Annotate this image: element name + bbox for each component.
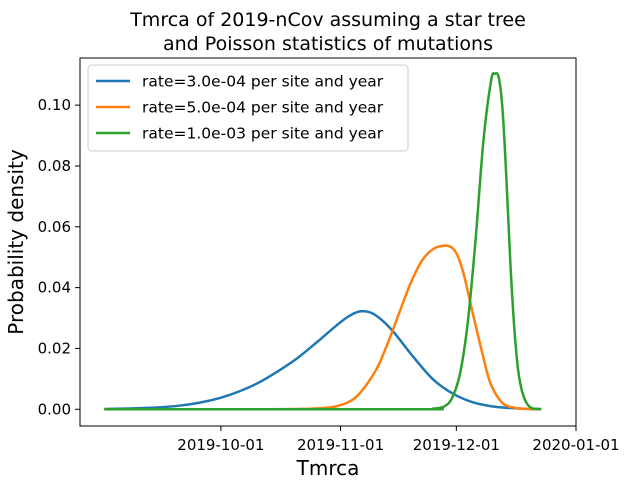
y-tick-label: 0.06 xyxy=(38,218,71,236)
y-axis-label: Probability density xyxy=(4,149,28,335)
y-tick-labels: 0.00 0.02 0.04 0.06 0.08 0.10 xyxy=(38,96,71,418)
legend-label-1: rate=3.0e-04 per site and year xyxy=(142,73,384,91)
series-line-2 xyxy=(104,244,542,411)
y-tick-label: 0.04 xyxy=(38,279,71,297)
legend-box xyxy=(87,64,409,152)
x-tick-label: 2019-10-01 xyxy=(177,436,264,454)
y-tick-label: 0.00 xyxy=(38,400,71,418)
y-tick-label: 0.02 xyxy=(38,339,71,357)
y-tick-label: 0.10 xyxy=(38,96,71,114)
legend-label-3: rate=1.0e-03 per site and year xyxy=(142,125,384,143)
x-axis-label: Tmrca xyxy=(296,456,360,480)
legend: rate=3.0e-04 per site and year rate=5.0e-… xyxy=(87,64,409,152)
x-tick-label: 2019-12-01 xyxy=(413,436,500,454)
legend-label-2: rate=5.0e-04 per site and year xyxy=(142,99,384,117)
series-lines xyxy=(104,71,542,411)
y-tick-label: 0.08 xyxy=(38,157,71,175)
plot-area xyxy=(104,71,542,411)
x-tick-labels: 2019-10-01 2019-11-01 2019-12-01 2020-01-01 xyxy=(177,436,619,454)
chart-title-line-2: and Poisson statistics of mutations xyxy=(163,33,493,55)
x-tick-label: 2019-11-01 xyxy=(297,436,384,454)
x-tick-label: 2020-01-01 xyxy=(532,436,619,454)
series-line-3 xyxy=(104,71,542,411)
series-line-1 xyxy=(104,309,542,411)
tick-marks xyxy=(75,104,577,431)
chart-title-line-1: Tmrca of 2019-nCov assuming a star tree xyxy=(129,9,526,31)
axes-frame xyxy=(79,57,577,427)
chart-title: Tmrca of 2019-nCov assuming a star tree … xyxy=(129,9,526,55)
